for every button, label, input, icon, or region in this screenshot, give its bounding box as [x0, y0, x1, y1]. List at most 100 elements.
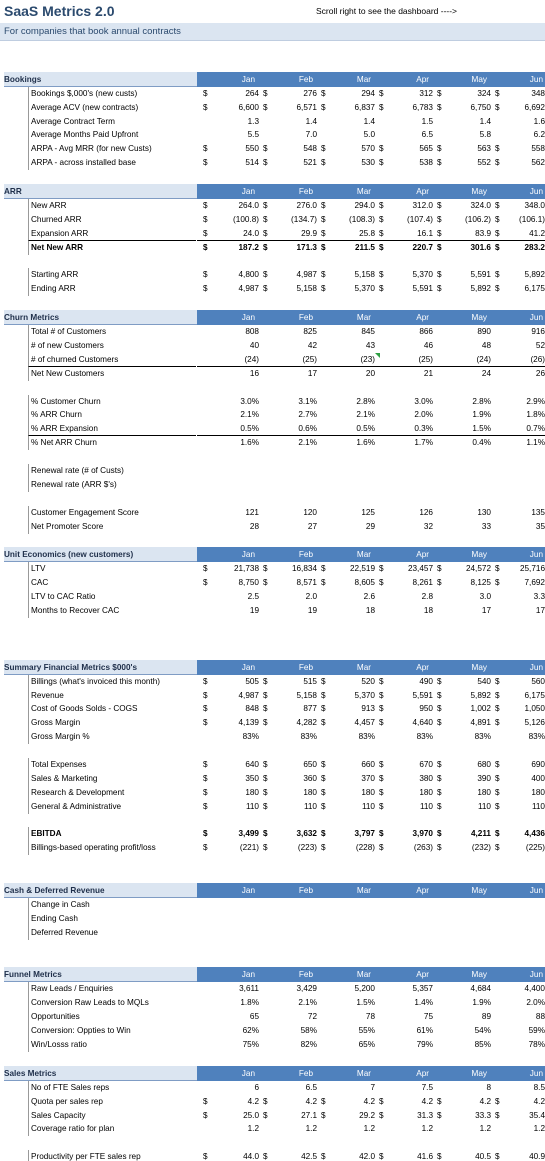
value-cell[interactable]: 520: [361, 676, 375, 686]
value-cell[interactable]: 1.2: [305, 1124, 317, 1134]
value-cell[interactable]: 570: [361, 144, 375, 154]
row-label[interactable]: Expansion ARR: [28, 226, 196, 241]
value-cell[interactable]: 4,891: [470, 718, 492, 728]
value-cell[interactable]: 46: [423, 341, 433, 351]
value-cell[interactable]: 180: [303, 787, 317, 797]
row-label[interactable]: Gross Margin: [28, 716, 196, 731]
value-cell[interactable]: 6,175: [524, 690, 545, 700]
value-cell[interactable]: 400: [531, 773, 545, 783]
value-cell[interactable]: 8,750: [238, 578, 260, 588]
value-cell[interactable]: 22,519: [349, 564, 375, 574]
value-cell[interactable]: 301.6: [470, 242, 492, 252]
value-cell[interactable]: 4,211: [470, 829, 491, 839]
value-cell[interactable]: 8: [486, 1082, 491, 1092]
row-label[interactable]: Productivity per FTE sales rep: [28, 1150, 196, 1161]
value-cell[interactable]: 3,797: [354, 829, 376, 839]
value-cell[interactable]: 6,783: [412, 102, 434, 112]
value-cell[interactable]: 276: [303, 88, 317, 98]
value-cell[interactable]: 29.9: [301, 228, 317, 238]
value-cell[interactable]: (263): [413, 843, 433, 853]
value-cell[interactable]: 35.4: [529, 1110, 545, 1120]
value-cell[interactable]: 6.2: [533, 130, 545, 140]
value-cell[interactable]: 1.4: [363, 116, 375, 126]
value-cell[interactable]: 72: [307, 1012, 317, 1022]
value-cell[interactable]: 2.1%: [298, 998, 317, 1008]
value-cell[interactable]: 25.0: [243, 1110, 259, 1120]
value-cell[interactable]: 514: [245, 158, 259, 168]
value-cell[interactable]: 2.8: [421, 592, 433, 602]
value-cell[interactable]: 83%: [300, 732, 317, 742]
value-cell[interactable]: [445, 464, 491, 478]
value-cell[interactable]: 180: [477, 787, 491, 797]
value-cell[interactable]: [499, 464, 545, 478]
value-cell[interactable]: 58%: [300, 1026, 317, 1036]
value-cell[interactable]: 44.0: [243, 1152, 259, 1161]
value-cell[interactable]: 276.0: [296, 201, 318, 211]
value-cell[interactable]: 5,158: [354, 270, 376, 280]
value-cell[interactable]: 180: [245, 787, 259, 797]
value-cell[interactable]: 5,370: [354, 284, 376, 294]
value-cell[interactable]: 33.3: [475, 1110, 491, 1120]
value-cell[interactable]: 6: [254, 1082, 259, 1092]
value-cell[interactable]: 6,600: [238, 102, 260, 112]
value-cell[interactable]: (24): [476, 354, 491, 364]
row-label[interactable]: Bookings $,000's (new custs): [28, 86, 196, 101]
value-cell[interactable]: 540: [477, 676, 491, 686]
value-cell[interactable]: 8,605: [354, 578, 376, 588]
value-cell[interactable]: 40.9: [529, 1152, 545, 1161]
row-label[interactable]: Win/Losss ratio: [28, 1038, 196, 1052]
value-cell[interactable]: 23,457: [407, 564, 433, 574]
value-cell[interactable]: [213, 464, 259, 478]
value-cell[interactable]: 180: [361, 787, 375, 797]
value-cell[interactable]: 89: [481, 1012, 491, 1022]
value-cell[interactable]: 370: [361, 773, 375, 783]
value-cell[interactable]: 16: [249, 368, 259, 378]
value-cell[interactable]: 2.9%: [526, 396, 545, 406]
value-cell[interactable]: 1.7%: [414, 438, 433, 448]
value-cell[interactable]: 78: [365, 1012, 375, 1022]
value-cell[interactable]: 4.2: [247, 1096, 259, 1106]
value-cell[interactable]: 3.0%: [240, 396, 259, 406]
value-cell[interactable]: 294: [361, 88, 375, 98]
value-cell[interactable]: 324: [477, 88, 491, 98]
value-cell[interactable]: 1.6: [533, 116, 545, 126]
value-cell[interactable]: 65: [249, 1012, 259, 1022]
value-cell[interactable]: (23): [360, 354, 375, 364]
value-cell[interactable]: 171.3: [296, 242, 318, 252]
row-label[interactable]: Cost of Goods Solds - COGS: [28, 702, 196, 717]
value-cell[interactable]: 4,987: [238, 284, 260, 294]
value-cell[interactable]: 530: [361, 158, 375, 168]
value-cell[interactable]: 552: [477, 158, 491, 168]
row-label[interactable]: Total Expenses: [28, 757, 196, 772]
value-cell[interactable]: 180: [419, 787, 433, 797]
value-cell[interactable]: 6,692: [524, 102, 545, 112]
value-cell[interactable]: 61%: [416, 1026, 433, 1036]
value-cell[interactable]: 16.1: [417, 228, 433, 238]
value-cell[interactable]: 4.2: [305, 1096, 317, 1106]
row-label[interactable]: Average Contract Term: [28, 114, 196, 129]
row-label[interactable]: Sales Capacity: [28, 1108, 196, 1123]
row-label[interactable]: % Net ARR Churn: [28, 436, 196, 451]
value-cell[interactable]: 5,591: [470, 270, 492, 280]
value-cell[interactable]: 1,002: [470, 704, 492, 714]
value-cell[interactable]: 0.5%: [356, 424, 375, 434]
value-cell[interactable]: 4,987: [296, 270, 318, 280]
value-cell[interactable]: 1.2: [247, 1124, 259, 1134]
value-cell[interactable]: 690: [531, 759, 545, 769]
value-cell[interactable]: 1.2: [479, 1124, 491, 1134]
row-label[interactable]: No of FTE Sales reps: [28, 1080, 196, 1095]
value-cell[interactable]: [387, 478, 433, 492]
value-cell[interactable]: 505: [245, 676, 259, 686]
value-cell[interactable]: (100.8): [233, 214, 259, 224]
value-cell[interactable]: 83%: [528, 732, 545, 742]
value-cell[interactable]: [387, 898, 433, 912]
value-cell[interactable]: 27.1: [301, 1110, 317, 1120]
value-cell[interactable]: 2.1%: [356, 410, 375, 420]
value-cell[interactable]: 17: [535, 606, 545, 616]
value-cell[interactable]: 5,357: [412, 984, 434, 994]
value-cell[interactable]: 42.5: [301, 1152, 317, 1161]
value-cell[interactable]: 121: [245, 507, 259, 517]
value-cell[interactable]: 187.2: [238, 242, 260, 252]
value-cell[interactable]: [499, 898, 545, 912]
value-cell[interactable]: 1.2: [363, 1124, 375, 1134]
